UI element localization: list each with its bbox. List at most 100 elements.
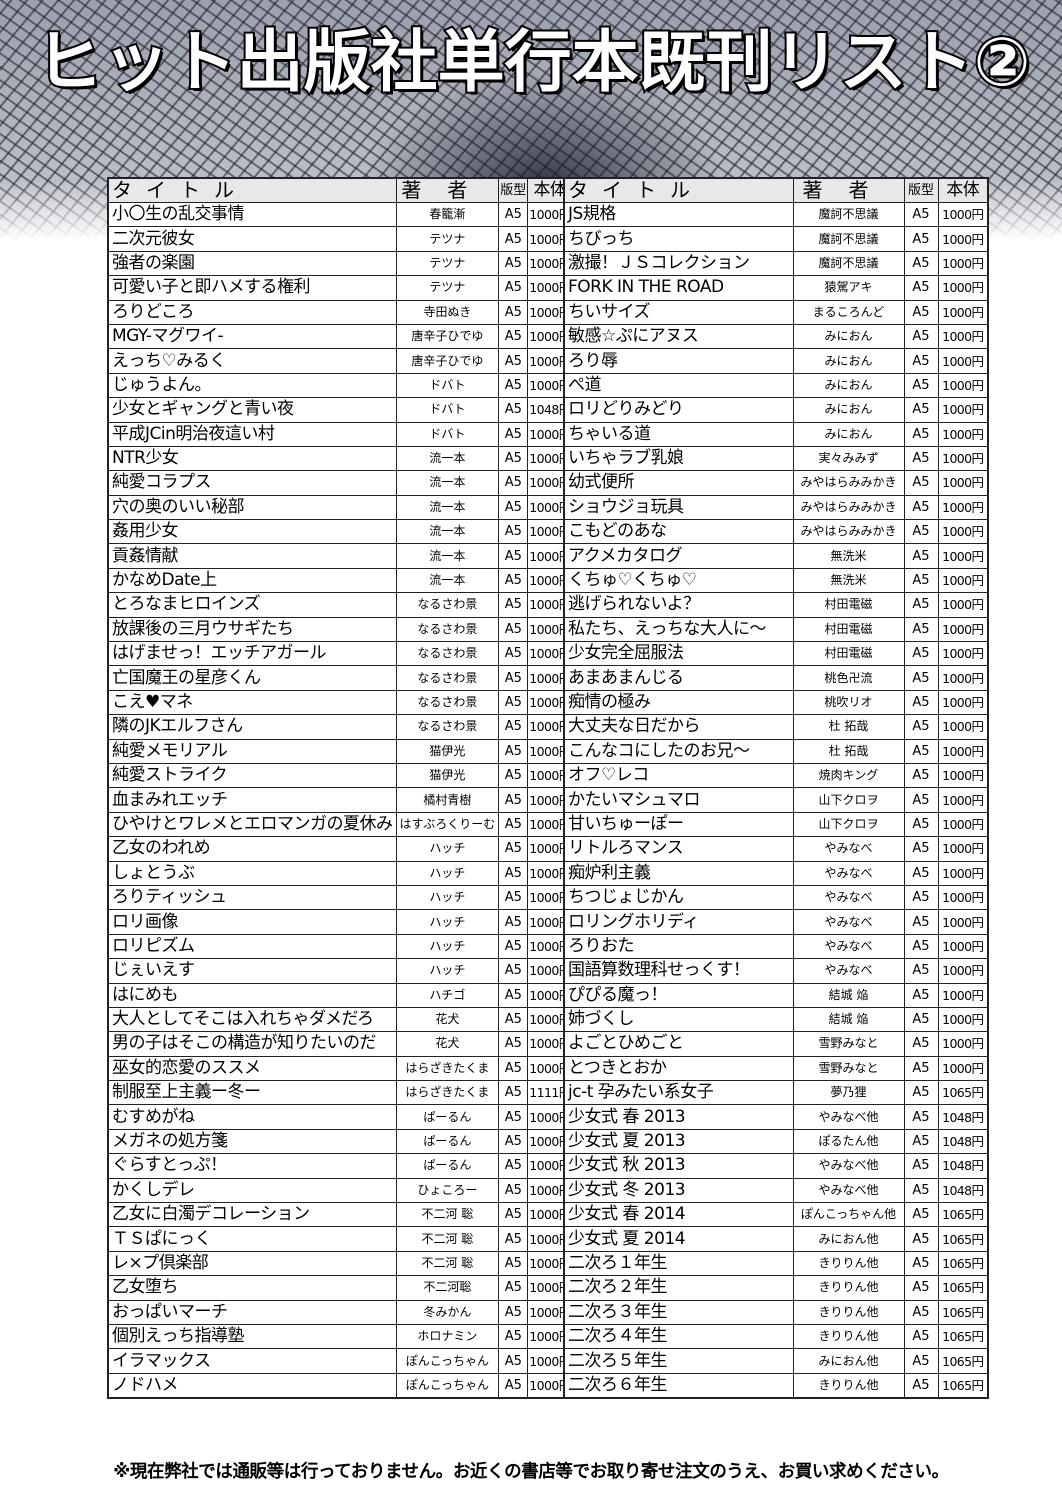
book-title: 乙女のわれめ bbox=[107, 836, 397, 862]
book-title: 少女式 夏 2014 bbox=[563, 1226, 794, 1252]
format: A5 bbox=[498, 1031, 529, 1057]
author: はらざきたくま bbox=[395, 1080, 500, 1106]
author: みやはらみみかき bbox=[792, 494, 905, 521]
table-row: じぇいえす ハッチ A5 1000円 bbox=[107, 958, 574, 984]
book-title: FORK IN THE ROAD bbox=[563, 275, 794, 301]
book-title: 少女式 春 2013 bbox=[563, 1104, 794, 1130]
author: 山下クロヲ bbox=[792, 811, 905, 838]
format: A5 bbox=[498, 1080, 529, 1106]
book-title: NTR少女 bbox=[107, 445, 397, 472]
book-title: 少女完全屈服法 bbox=[563, 641, 794, 667]
table-row: メガネの処方箋 ぱーるん A5 1000円 bbox=[107, 1128, 574, 1155]
author: ぽんこっちゃん bbox=[395, 1372, 500, 1399]
author: ぱーるん bbox=[395, 1153, 500, 1179]
author: ぽんこっちゃん他 bbox=[792, 1202, 905, 1228]
book-title: 穴の奥のいい秘部 bbox=[107, 494, 397, 521]
table-row: 姦用少女 流一本 A5 1000円 bbox=[107, 519, 574, 545]
format: A5 bbox=[903, 226, 939, 252]
format: A5 bbox=[903, 1055, 939, 1082]
format: A5 bbox=[903, 1128, 939, 1155]
book-title: ロリどりみどり bbox=[563, 397, 794, 423]
table-row: 二次ろ２年生 きりりん他 A5 1065円 bbox=[563, 1275, 989, 1301]
book-title: 姉づくし bbox=[563, 1006, 794, 1033]
price: 1065円 bbox=[937, 1323, 989, 1350]
table-row: こんなコにしたのお兄～杜 拓哉 A5 1000円 bbox=[563, 738, 989, 764]
book-title: 二次ろ２年生 bbox=[563, 1275, 794, 1301]
book-title: 二次ろ１年生 bbox=[563, 1250, 794, 1277]
price: 1000円 bbox=[937, 958, 989, 984]
author: 雪野みなと bbox=[792, 1055, 905, 1082]
book-title: 大丈夫な日だから bbox=[563, 714, 794, 740]
book-title: じぇいえす bbox=[107, 958, 397, 984]
format: A5 bbox=[498, 958, 529, 984]
format: A5 bbox=[903, 1372, 939, 1399]
table-row: ちつじょじかん やみなべ A5 1000円 bbox=[563, 884, 989, 911]
format: A5 bbox=[903, 836, 939, 862]
table-row: こもどのあな みやはらみみかき A5 1000円 bbox=[563, 519, 989, 545]
format: A5 bbox=[498, 665, 529, 691]
price: 1000円 bbox=[937, 519, 989, 545]
price: 1000円 bbox=[937, 1031, 989, 1057]
book-title: 敏感☆ぷにアヌス bbox=[563, 323, 794, 350]
format: A5 bbox=[903, 860, 939, 886]
book-title: 強者の楽園 bbox=[107, 250, 397, 277]
book-title: 少女式 冬 2013 bbox=[563, 1177, 794, 1204]
author: テツナ bbox=[395, 250, 500, 277]
format: A5 bbox=[903, 567, 939, 594]
table-row: ろり辱 みにおん A5 1000円 bbox=[563, 348, 989, 374]
col-author: 著者 bbox=[792, 177, 905, 203]
author: ハッチ bbox=[395, 909, 500, 935]
format: A5 bbox=[903, 665, 939, 691]
author: 不二河 聡 bbox=[395, 1226, 500, 1252]
format: A5 bbox=[498, 836, 529, 862]
format: A5 bbox=[498, 1348, 529, 1374]
book-title: 二次ろ３年生 bbox=[563, 1299, 794, 1325]
format: A5 bbox=[498, 762, 529, 789]
book-title: しょとうぶ bbox=[107, 860, 397, 886]
book-title: かくしデレ bbox=[107, 1177, 397, 1204]
format: A5 bbox=[498, 201, 529, 228]
col-format: 版型 bbox=[903, 177, 939, 203]
format: A5 bbox=[498, 884, 529, 911]
price: 1000円 bbox=[937, 616, 989, 643]
price: 1000円 bbox=[937, 201, 989, 228]
price: 1000円 bbox=[937, 567, 989, 594]
format: A5 bbox=[903, 275, 939, 301]
price: 1000円 bbox=[937, 445, 989, 472]
price: 1000円 bbox=[937, 1055, 989, 1082]
author: 橘村青樹 bbox=[395, 787, 500, 813]
book-title: 貢姦情献 bbox=[107, 543, 397, 569]
format: A5 bbox=[903, 1275, 939, 1301]
book-title: ちつじょじかん bbox=[563, 884, 794, 911]
price: 1000円 bbox=[937, 323, 989, 350]
book-title: ロリングホリディ bbox=[563, 909, 794, 935]
format: A5 bbox=[903, 738, 939, 764]
table-row: じゅうよん。 ドバト A5 1000円 bbox=[107, 372, 574, 399]
table-row: 痴炉利主義 やみなべ A5 1000円 bbox=[563, 860, 989, 886]
book-title: ノドハメ bbox=[107, 1372, 397, 1399]
format: A5 bbox=[903, 982, 939, 1008]
format: A5 bbox=[498, 226, 529, 252]
table-row: とつきとおか 雪野みなと A5 1000円 bbox=[563, 1055, 989, 1082]
book-title: ぐらすとっぷ！ bbox=[107, 1153, 397, 1179]
price: 1065円 bbox=[937, 1372, 989, 1399]
book-title: 血まみれエッチ bbox=[107, 787, 397, 813]
author: ハッチ bbox=[395, 933, 500, 960]
format: A5 bbox=[498, 1202, 529, 1228]
footer-notice: ※現在弊社では通販等は行っておりません。お近くの書店等でお取り寄せ注文のうえ、お… bbox=[113, 1462, 949, 1482]
format: A5 bbox=[498, 909, 529, 935]
author: 夢乃狸 bbox=[792, 1080, 905, 1106]
table-row: 平成JCin明治夜這い村 ドバト A5 1000円 bbox=[107, 421, 574, 447]
price: 1000円 bbox=[937, 762, 989, 789]
book-title: じゅうよん。 bbox=[107, 372, 397, 399]
table-row: ロリどりみどり みにおん A5 1000円 bbox=[563, 397, 989, 423]
author: 魔訶不思議 bbox=[792, 201, 905, 228]
price: 1000円 bbox=[937, 909, 989, 935]
price: 1000円 bbox=[937, 641, 989, 667]
author: 村田電磁 bbox=[792, 641, 905, 667]
table-row: 二次元彼女 テツナ A5 1000円 bbox=[107, 226, 574, 252]
table-row: 乙女のわれめ ハッチ A5 1000円 bbox=[107, 836, 574, 862]
author: みにおん他 bbox=[792, 1348, 905, 1374]
header-row: タイトル 著者 版型 本体 bbox=[107, 177, 574, 203]
format: A5 bbox=[498, 1250, 529, 1277]
